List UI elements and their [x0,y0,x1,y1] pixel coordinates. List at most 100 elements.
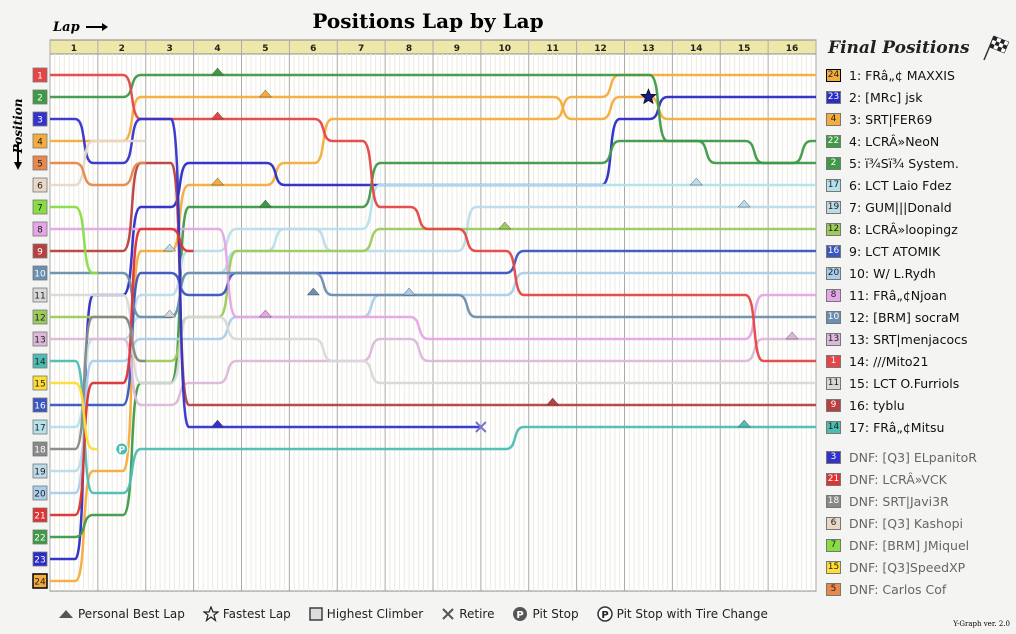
grid-position-box: 14 [32,353,48,369]
final-position-entry: 11 15: LCT O.Furriols [826,374,959,392]
driver-name: 13: SRT|menjacocs [849,331,968,347]
position-tick-label: 10 [34,270,46,280]
retire-icon [441,607,459,621]
series-line [50,271,816,319]
grid-start-badge: 20 [826,266,841,280]
legend-item: P Pit Stop with Tire Change [596,606,768,622]
grid-start-badge: 24 [826,68,841,82]
driver-name: 1: FRâ„¢ MAXXIS [849,67,955,83]
series-line [50,271,816,495]
position-tick-label: 3 [37,116,43,126]
legend-label: Personal Best Lap [78,607,185,621]
grid-position-box: 9 [32,243,48,259]
lap-tick-label: 11 [546,44,559,54]
final-position-entry: 1 14: ///Mito21 [826,352,928,370]
grid-position-box: 5 [32,155,48,171]
position-tick-label: 15 [34,380,45,390]
series-line [50,117,481,429]
driver-name: 3: SRT|FER69 [849,111,933,127]
lap-tick-label: 3 [167,44,173,54]
grid-start-badge: 7 [826,538,841,552]
position-axis-label: Position [11,99,25,155]
version-label: Y-Graph ver. 2.0 [953,620,1010,628]
arrow-right-icon [85,20,108,35]
grid-position-box: 15 [32,375,48,391]
legend: Personal Best Lap Fastest Lap Highest Clim… [58,606,786,622]
grid-position-box: 10 [32,265,48,281]
grid-position-box: 20 [32,485,48,501]
legend-label: Retire [459,607,495,621]
position-tick-label: 11 [34,292,45,302]
chart-title: Positions Lap by Lap [312,9,544,33]
position-tick-label: 21 [34,512,45,522]
position-tick-label: 9 [37,248,43,258]
position-tick-label: 5 [37,160,43,170]
final-positions-title: Final Positions [828,38,970,58]
grid-position-box: 11 [32,287,48,303]
final-position-entry: 4 3: SRT|FER69 [826,110,932,128]
grid-start-badge: 11 [826,376,841,390]
highest-climber-icon [309,607,327,621]
grid-position-box: 24 [32,573,48,589]
final-position-entry: 8 11: FRâ„¢Njoan [826,286,947,304]
dnf-entry: 7 DNF: [BRM] JMiquel [826,536,969,554]
driver-name: DNF: LCRÂ»VCK [849,471,947,487]
driver-name: 10: W/ L.Rydh [849,265,936,281]
legend-item: Retire [441,606,494,622]
final-position-entry: 12 8: LCRÂ»loopingz [826,220,958,238]
position-tick-label: 19 [34,468,46,478]
lap-tick-label: 12 [594,44,607,54]
dnf-entry: 5 DNF: Carlos Cof [826,580,946,598]
personal-best-icon [58,608,78,620]
lap-tick-label: 8 [406,44,412,54]
final-position-entry: 9 16: tyblu [826,396,905,414]
driver-name: 17: FRâ„¢Mitsu [849,419,945,435]
final-position-entry: 13 13: SRT|menjacocs [826,330,967,348]
dnf-entry: 3 DNF: [Q3] ELpanitoR [826,448,977,466]
grid-start-badge: 9 [826,398,841,412]
grid-start-badge: 8 [826,288,841,302]
driver-name: 14: ///Mito21 [849,353,929,369]
series-line [50,95,816,561]
lap-tick-label: 4 [214,44,220,54]
legend-label: Highest Climber [326,607,424,621]
driver-name: DNF: SRT|Javi3R [849,493,949,509]
grid-position-box: 6 [32,177,48,193]
driver-name: DNF: Carlos Cof [849,581,947,597]
final-position-entry: 20 10: W/ L.Rydh [826,264,936,282]
grid-position-box: 17 [32,419,48,435]
series-line [50,227,816,341]
lap-tick-label: 15 [738,44,751,54]
driver-name: 15: LCT O.Furriols [849,375,960,391]
grid-start-badge: 1 [826,354,841,368]
lap-tick-label: 7 [358,44,364,54]
personal-best-icon [498,221,512,230]
lap-tick-label: 9 [454,44,460,54]
final-position-entry: 23 2: [MRc] jsk [826,88,922,106]
grid-position-box: 7 [32,199,48,215]
grid-start-badge: 12 [826,222,841,236]
personal-best-icon [211,111,224,120]
personal-best-icon [211,67,224,76]
grid-start-badge: 10 [826,310,841,324]
grid-start-badge: 2 [826,156,841,170]
position-tick-label: 6 [37,182,43,192]
grid-position-box: 22 [32,529,48,545]
personal-best-icon [163,243,177,252]
driver-name: 8: LCRÂ»loopingz [849,221,958,237]
dnf-entry: 6 DNF: [Q3] Kashopi [826,514,963,532]
lap-tick-label: 2 [119,44,125,54]
driver-name: DNF: [Q3]SpeedXP [849,559,966,575]
pit-stop-icon: P [115,442,129,456]
svg-text:P: P [517,610,524,621]
position-tick-label: 18 [34,446,46,456]
personal-best-icon [737,419,751,428]
position-tick-label: 4 [37,138,43,148]
driver-name: DNF: [Q3] Kashopi [849,515,964,531]
legend-label: Pit Stop with Tire Change [616,607,768,621]
grid-start-badge: 14 [826,420,841,434]
series-line [50,205,98,275]
personal-best-icon [259,309,272,318]
series-line [50,73,816,165]
